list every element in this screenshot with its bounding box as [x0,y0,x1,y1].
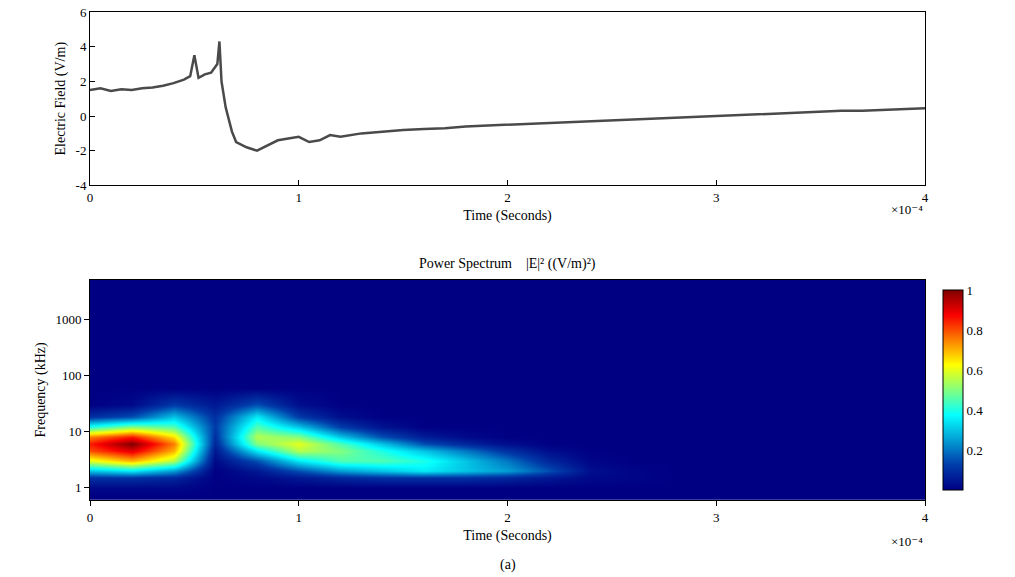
svg-text:0.4: 0.4 [967,403,984,418]
svg-text:0: 0 [87,510,94,525]
svg-text:1: 1 [296,190,303,205]
svg-text:-4: -4 [76,178,87,193]
svg-text:-2: -2 [76,143,87,158]
svg-text:3: 3 [713,190,720,205]
svg-text:1000: 1000 [55,312,81,327]
svg-text:4: 4 [922,510,929,525]
svg-text:Time (Seconds): Time (Seconds) [463,528,552,544]
svg-text:(a): (a) [500,557,516,573]
svg-text:0.6: 0.6 [967,363,984,378]
svg-text:1: 1 [75,480,82,495]
svg-text:3: 3 [713,510,720,525]
svg-text:100: 100 [62,368,82,383]
svg-text:4: 4 [80,39,87,54]
svg-text:1: 1 [967,283,974,298]
svg-text:0: 0 [87,190,94,205]
svg-text:2: 2 [504,190,511,205]
svg-text:0.2: 0.2 [967,443,983,458]
svg-text:0.8: 0.8 [967,323,983,338]
svg-text:Time (Seconds): Time (Seconds) [463,208,552,224]
svg-text:Frequency (kHz): Frequency (kHz) [33,342,49,438]
svg-text:Electric Field (V/m): Electric Field (V/m) [53,42,69,156]
svg-text:0: 0 [80,109,87,124]
svg-text:2: 2 [504,510,511,525]
svg-text:4: 4 [922,190,929,205]
svg-text:2: 2 [80,74,87,89]
svg-text:Power Spectrum |E|² ((V/m)²: Power Spectrum |E|² ((V/m)²) [419,256,596,272]
svg-text:×10⁻⁴: ×10⁻⁴ [891,534,923,549]
svg-text:1: 1 [296,510,303,525]
svg-text:10: 10 [68,424,81,439]
svg-text:×10⁻⁴: ×10⁻⁴ [891,202,923,217]
svg-text:6: 6 [80,5,87,20]
